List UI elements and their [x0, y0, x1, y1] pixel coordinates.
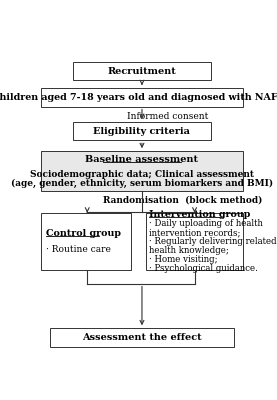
FancyBboxPatch shape — [73, 122, 211, 140]
FancyBboxPatch shape — [146, 213, 243, 270]
Text: Baseline assessment: Baseline assessment — [86, 155, 198, 164]
Text: Children aged 7-18 years old and diagnosed with NAFLD: Children aged 7-18 years old and diagnos… — [0, 93, 277, 102]
Text: intervention records;: intervention records; — [150, 228, 241, 237]
Text: · Psychological guidance.: · Psychological guidance. — [150, 264, 258, 273]
Text: (age, gender, ethnicity, serum biomarkers and BMI): (age, gender, ethnicity, serum biomarker… — [11, 179, 273, 188]
Text: Control group: Control group — [47, 229, 121, 238]
FancyBboxPatch shape — [73, 62, 211, 80]
FancyBboxPatch shape — [41, 151, 243, 191]
Text: · Regularly delivering related: · Regularly delivering related — [150, 237, 277, 246]
Text: Sociodemographic data; Clinical assessment: Sociodemographic data; Clinical assessme… — [30, 170, 254, 178]
FancyBboxPatch shape — [41, 213, 131, 270]
Text: Informed consent: Informed consent — [127, 112, 208, 121]
Text: Eligibility criteria: Eligibility criteria — [93, 127, 191, 136]
Text: Intervention group: Intervention group — [150, 210, 251, 219]
Text: Assessment the effect: Assessment the effect — [82, 333, 202, 342]
Text: · Home visiting;: · Home visiting; — [150, 255, 218, 264]
Text: · Routine care: · Routine care — [47, 244, 111, 254]
Text: Randomisation  (block method): Randomisation (block method) — [103, 196, 262, 205]
FancyBboxPatch shape — [50, 328, 234, 347]
Text: · Daily uploading of health: · Daily uploading of health — [150, 219, 263, 228]
Text: health knowledge;: health knowledge; — [150, 246, 229, 255]
FancyBboxPatch shape — [41, 88, 243, 106]
Text: Recruitment: Recruitment — [107, 66, 176, 76]
